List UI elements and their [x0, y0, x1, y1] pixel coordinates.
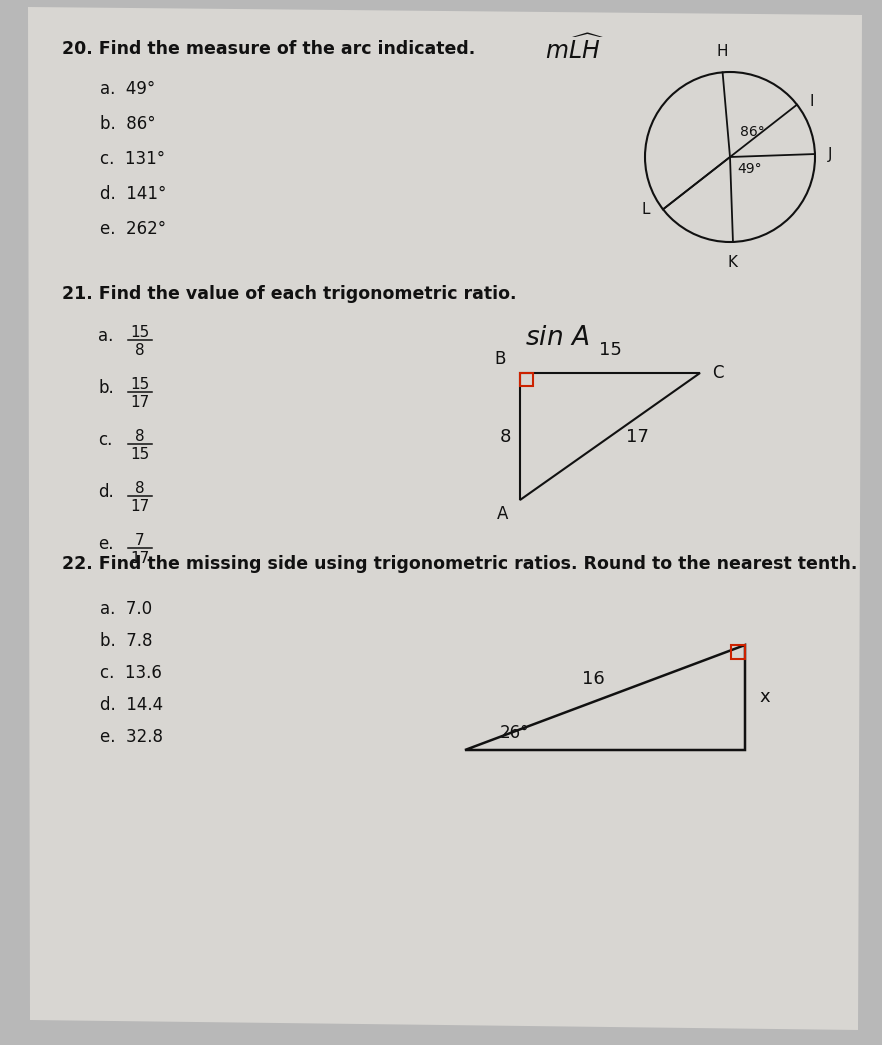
Text: 8: 8: [135, 429, 145, 444]
Text: e.  262°: e. 262°: [100, 220, 166, 238]
Text: 17: 17: [131, 500, 150, 514]
Text: 49°: 49°: [737, 162, 762, 176]
Text: 20. Find the measure of the arc indicated.: 20. Find the measure of the arc indicate…: [62, 40, 475, 59]
Text: 26°: 26°: [500, 724, 529, 742]
Text: e.  32.8: e. 32.8: [100, 728, 163, 746]
Text: x: x: [759, 689, 770, 706]
Text: 8: 8: [135, 343, 145, 358]
Polygon shape: [28, 7, 862, 1030]
Text: H: H: [717, 44, 729, 60]
Text: 17: 17: [131, 395, 150, 410]
Text: 8: 8: [135, 481, 145, 496]
Text: 15: 15: [131, 325, 150, 340]
Text: C: C: [712, 364, 723, 382]
Text: 86°: 86°: [740, 125, 765, 139]
Text: 15: 15: [599, 341, 622, 359]
Text: 22. Find the missing side using trigonometric ratios. Round to the nearest tenth: 22. Find the missing side using trigonom…: [62, 555, 857, 573]
Text: A: A: [497, 505, 508, 522]
Text: a.  7.0: a. 7.0: [100, 600, 152, 618]
Text: 7: 7: [135, 533, 145, 548]
Text: e.: e.: [98, 535, 114, 553]
Text: c.  131°: c. 131°: [100, 150, 165, 168]
Text: d.: d.: [98, 483, 114, 501]
Text: K: K: [728, 255, 738, 270]
Text: I: I: [810, 94, 814, 109]
Text: B: B: [495, 350, 506, 368]
Text: 15: 15: [131, 447, 150, 462]
Text: c.: c.: [98, 431, 112, 449]
Text: $m\widehat{LH}$: $m\widehat{LH}$: [545, 34, 604, 65]
Text: d.  141°: d. 141°: [100, 185, 167, 203]
Text: J: J: [828, 146, 833, 162]
Text: 17: 17: [131, 551, 150, 566]
Text: 8: 8: [499, 427, 511, 445]
Text: 16: 16: [581, 670, 604, 688]
Text: 15: 15: [131, 377, 150, 392]
Text: 17: 17: [626, 427, 649, 445]
Text: 21. Find the value of each trigonometric ratio.: 21. Find the value of each trigonometric…: [62, 285, 517, 303]
Text: a.  49°: a. 49°: [100, 80, 155, 98]
Text: d.  14.4: d. 14.4: [100, 696, 163, 714]
Text: $\mathit{sin}\ \mathit{A}$: $\mathit{sin}\ \mathit{A}$: [525, 325, 589, 350]
Text: c.  13.6: c. 13.6: [100, 664, 162, 682]
Text: a.: a.: [98, 327, 114, 345]
Text: b.  7.8: b. 7.8: [100, 632, 153, 650]
Text: b.: b.: [98, 379, 114, 397]
Text: L: L: [641, 202, 650, 216]
Text: b.  86°: b. 86°: [100, 115, 155, 133]
